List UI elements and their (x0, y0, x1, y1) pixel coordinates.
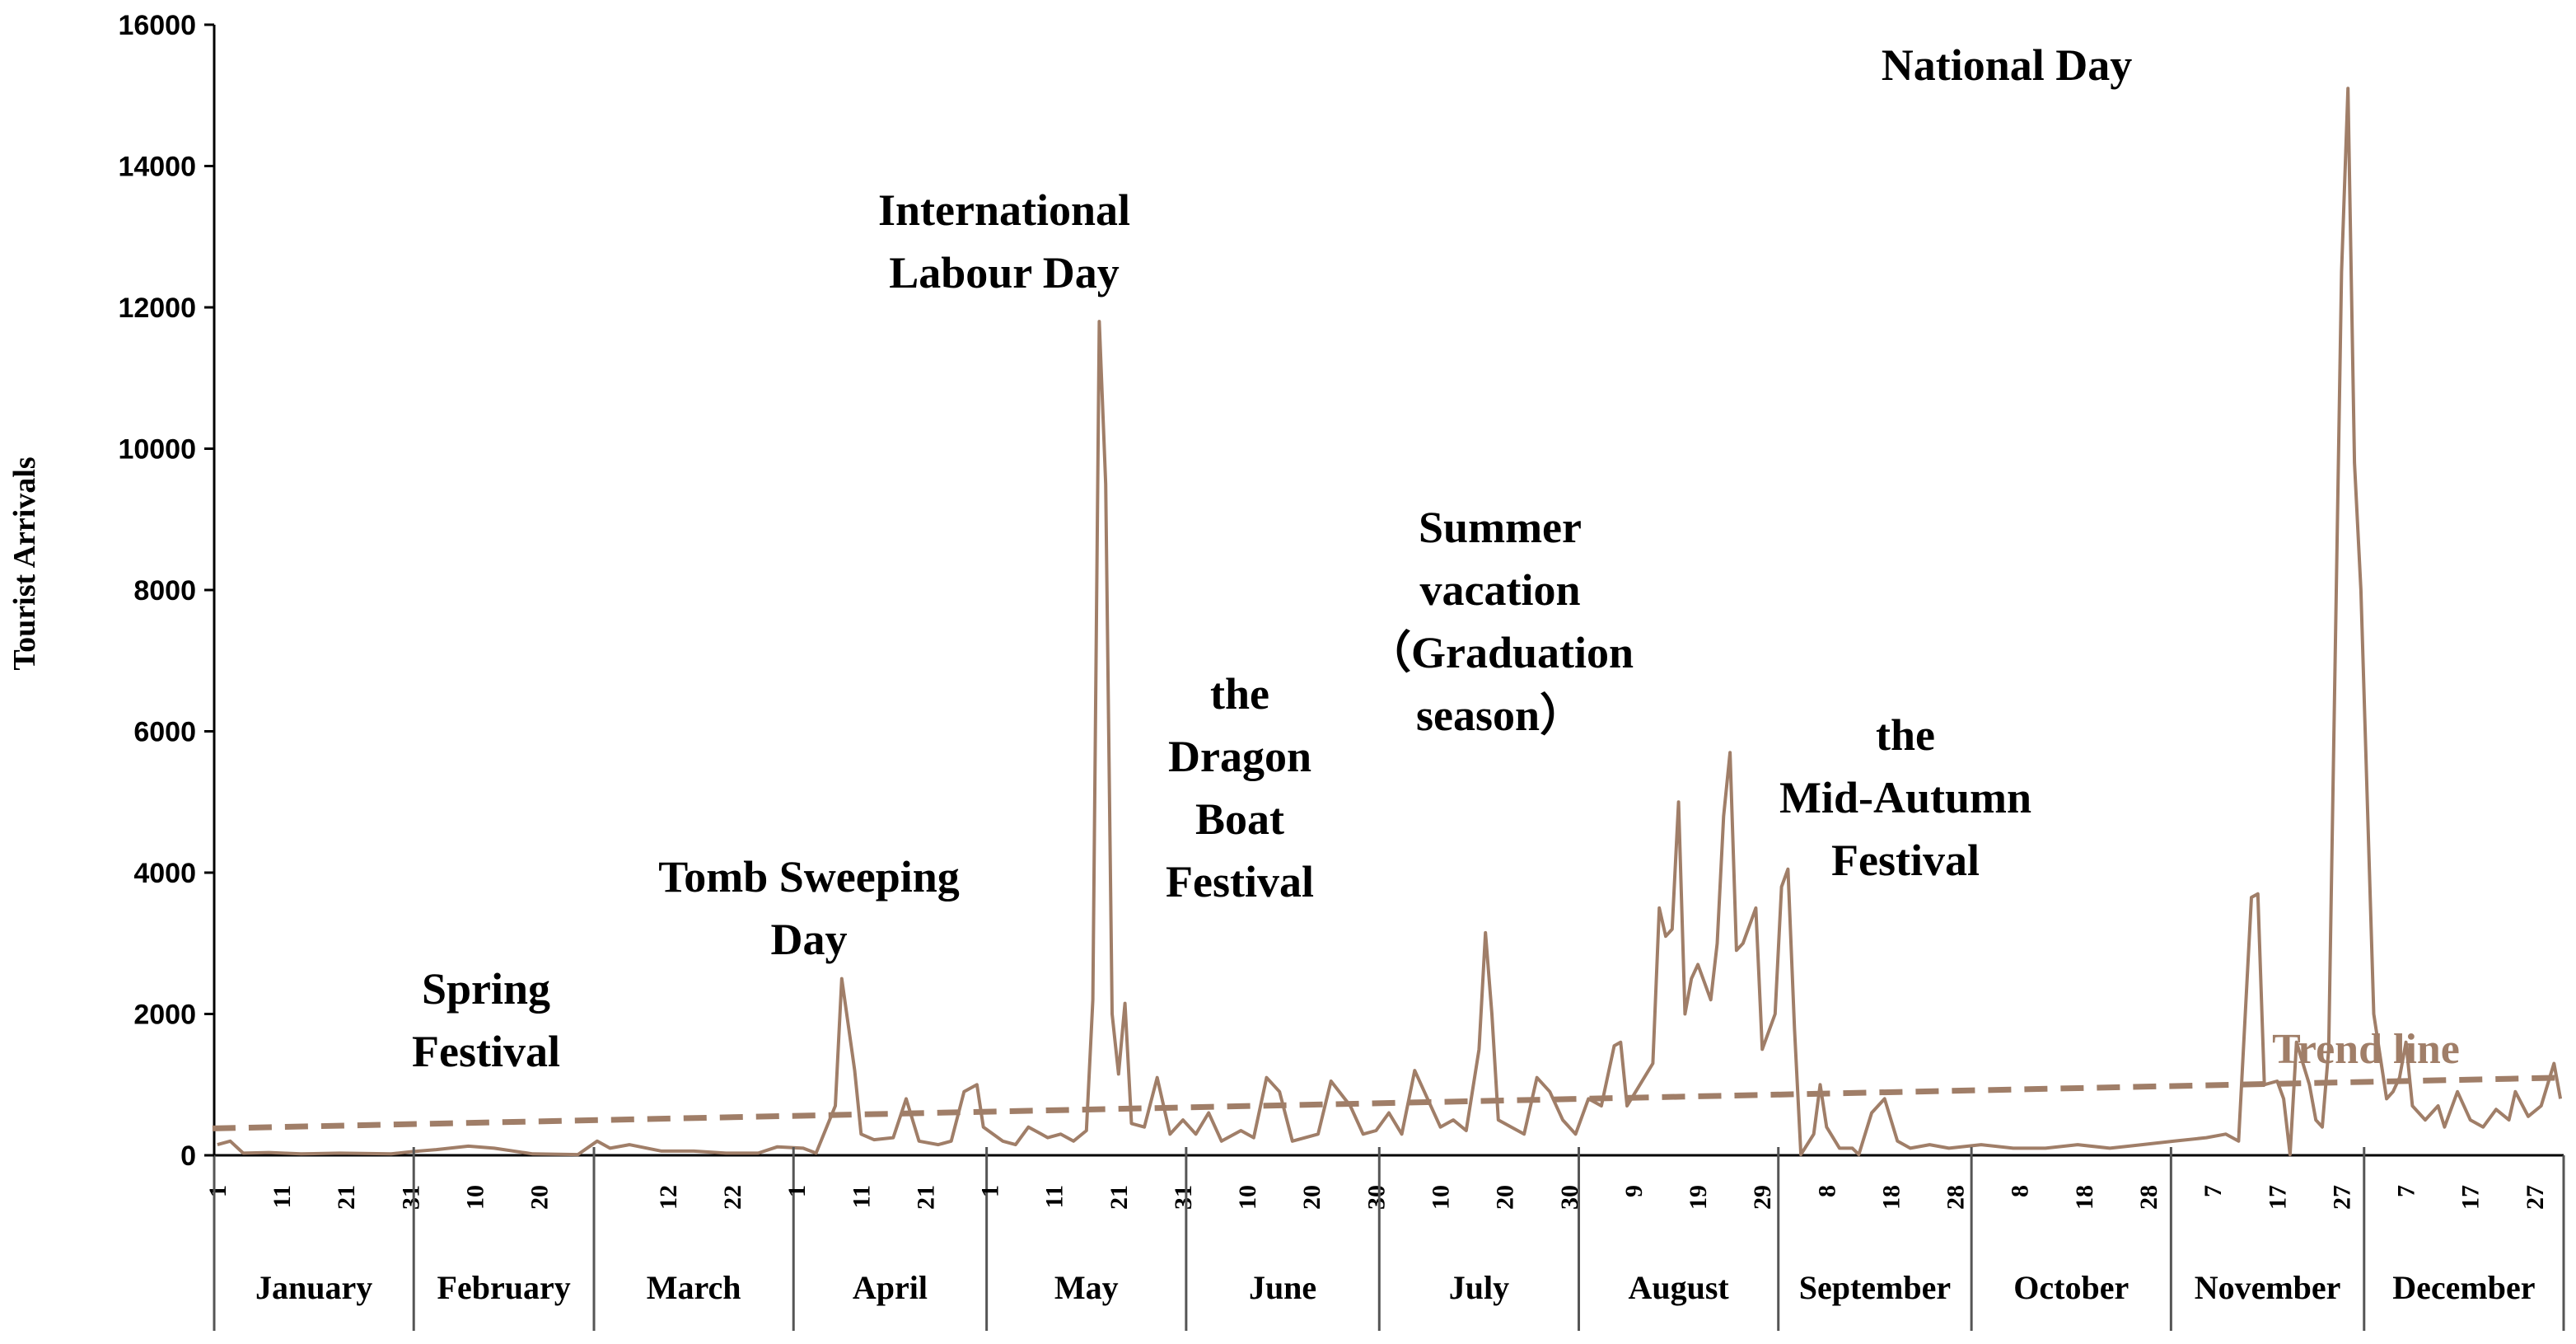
annotation-line: Spring (422, 964, 550, 1014)
month-label: April (853, 1269, 928, 1306)
annotation-line: Dragon (1168, 732, 1311, 781)
x-tick-label: 18 (2071, 1185, 2098, 1210)
annotation: the Dragon Boat Festival (1166, 669, 1314, 906)
x-tick-label: 20 (526, 1185, 554, 1210)
annotation-line: the (1876, 710, 1935, 760)
x-tick-label: 7 (2393, 1185, 2420, 1197)
y-axis: 0 2000 4000 6000 8000 10000 12000 14000 16000 (118, 10, 214, 1172)
month-label: January (255, 1269, 372, 1306)
x-tick-label: 11 (1041, 1185, 1068, 1208)
x-tick-label: 22 (719, 1185, 746, 1210)
annotation-line: Day (771, 915, 848, 964)
y-axis-label: Tourist Arrivals (7, 457, 42, 670)
y-tick-label: 6000 (133, 717, 196, 748)
annotation-line: International (878, 185, 1130, 235)
x-tick-label: 10 (1234, 1185, 1261, 1210)
y-tick-label: 0 (180, 1140, 196, 1172)
x-tick-label: 20 (1492, 1185, 1519, 1210)
trend-line (212, 1075, 2566, 1131)
month-label: February (437, 1269, 571, 1306)
y-tick-label: 12000 (118, 293, 196, 324)
month-label: September (1799, 1269, 1951, 1306)
annotation-line: Boat (1195, 794, 1284, 844)
y-tick-label: 2000 (133, 1000, 196, 1031)
month-label: June (1249, 1269, 1316, 1306)
y-tick-label: 14000 (118, 152, 196, 183)
x-tick-label: 20 (1298, 1185, 1325, 1210)
x-tick-label: 10 (461, 1185, 489, 1210)
annotation-line: Tomb Sweeping (658, 852, 960, 901)
x-tick-label: 9 (1620, 1185, 1648, 1197)
annotation: Summer vacation （Graduation season） (1367, 503, 1634, 740)
x-tick-label: 31 (1170, 1185, 1197, 1210)
x-tick-label: 27 (2522, 1185, 2549, 1210)
month-label: July (1449, 1269, 1509, 1306)
x-tick-label: 30 (1363, 1185, 1390, 1210)
x-tick-label: 10 (1428, 1185, 1455, 1210)
annotation: the Mid-Autumn Festival (1779, 710, 2031, 885)
annotation-line: vacation (1420, 565, 1581, 615)
month-label: March (647, 1269, 741, 1306)
annotation-line: season） (1416, 691, 1584, 740)
annotation-line: Summer (1419, 503, 1582, 552)
x-tick-label: 11 (269, 1185, 296, 1208)
x-tick-label: 28 (1943, 1185, 1970, 1210)
x-tick-label: 31 (397, 1185, 424, 1210)
annotation: Spring Festival (412, 964, 560, 1076)
x-tick-label: 29 (1749, 1185, 1776, 1210)
annotation-line: Labour Day (889, 248, 1120, 297)
x-tick-label: 21 (333, 1185, 360, 1210)
x-tick-label: 8 (2007, 1185, 2034, 1197)
annotation-line: the (1210, 669, 1269, 719)
x-tick-label: 27 (2328, 1185, 2355, 1210)
annotation-line: Festival (1831, 836, 1980, 885)
x-tick-label: 1 (977, 1185, 1004, 1197)
month-label: December (2392, 1269, 2535, 1306)
annotation: International Labour Day (878, 185, 1130, 297)
x-tick-label: 18 (1877, 1185, 1905, 1210)
x-tick-label: 21 (1106, 1185, 1133, 1210)
y-tick-label: 10000 (118, 434, 196, 466)
y-tick-label: 4000 (133, 858, 196, 889)
y-tick-label: 16000 (118, 10, 196, 41)
x-tick-label: 1 (783, 1185, 811, 1197)
x-tick-label: 11 (848, 1185, 875, 1208)
trend-layer (212, 1075, 2566, 1131)
chart-axes (213, 25, 2564, 1157)
annotation: Tomb Sweeping Day (658, 852, 960, 964)
x-tick-label: 17 (2457, 1185, 2485, 1210)
x-tick-label: 17 (2264, 1185, 2291, 1210)
annotation-line: National Day (1882, 40, 2133, 90)
series-layer (217, 87, 2563, 1157)
trend-line-label: Trend line (2272, 1026, 2460, 1073)
annotation-line: （Graduation (1367, 628, 1634, 677)
annotation: National Day (1882, 40, 2133, 90)
x-tick-label: 12 (655, 1185, 682, 1210)
x-tick-label: 19 (1685, 1185, 1712, 1210)
annotations-layer: Spring Festival Tomb Sweeping Day Internatio… (412, 40, 2132, 1076)
month-label: October (2013, 1269, 2129, 1306)
month-label: August (1628, 1269, 1729, 1306)
x-tick-label: 28 (2135, 1185, 2162, 1210)
x-tick-label: 1 (204, 1185, 231, 1197)
x-tick-label: 8 (1813, 1185, 1840, 1197)
x-tick-label: 21 (912, 1185, 939, 1210)
annotation-line: Mid-Autumn (1779, 773, 2031, 822)
annotation-line: Festival (412, 1027, 560, 1076)
month-label: May (1054, 1269, 1119, 1306)
x-tick-label: 7 (2200, 1185, 2227, 1197)
arrivals-series-line (217, 87, 2563, 1157)
annotation-line: Festival (1166, 857, 1314, 906)
y-tick-label: 8000 (133, 575, 196, 606)
month-label: November (2195, 1269, 2341, 1306)
